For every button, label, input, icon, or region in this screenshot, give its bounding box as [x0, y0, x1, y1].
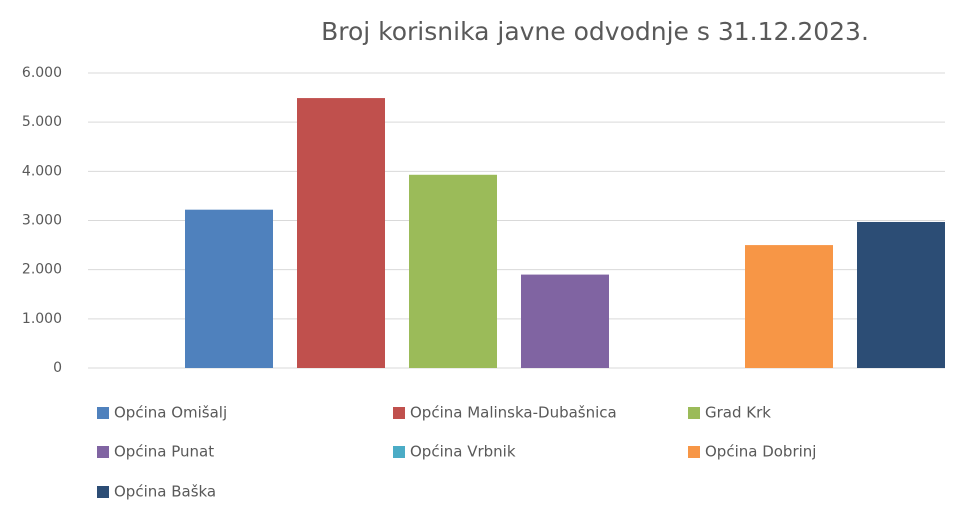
- chart-title: Broj korisnika javne odvodnje s 31.12.20…: [321, 17, 869, 46]
- legend-swatch: [393, 407, 405, 419]
- bar: [297, 98, 385, 368]
- y-tick-label: 1.000: [22, 311, 62, 327]
- bar: [521, 274, 609, 368]
- bar: [745, 245, 833, 368]
- legend-swatch: [688, 446, 700, 458]
- legend-label: Grad Krk: [705, 404, 771, 422]
- y-tick-label: 3.000: [22, 213, 62, 229]
- y-tick-label: 5.000: [22, 114, 62, 130]
- legend-label: Općina Omišalj: [114, 404, 227, 422]
- bar: [857, 221, 945, 368]
- bar: [409, 174, 497, 368]
- bar: [185, 209, 273, 368]
- legend-label: Općina Dobrinj: [705, 443, 816, 461]
- legend-label: Općina Punat: [114, 443, 214, 461]
- legend-label: Općina Malinska-Dubašnica: [410, 404, 617, 422]
- y-tick-label: 4.000: [22, 163, 62, 179]
- legend-swatch: [688, 407, 700, 419]
- legend-swatch: [97, 446, 109, 458]
- y-tick-label: 6.000: [22, 65, 62, 81]
- y-tick-label: 2.000: [22, 262, 62, 278]
- y-tick-label: 0: [53, 360, 62, 376]
- legend-label: Općina Vrbnik: [410, 443, 516, 461]
- legend-swatch: [97, 486, 109, 498]
- legend-label: Općina Baška: [114, 483, 216, 501]
- legend-swatch: [393, 446, 405, 458]
- legend-swatch: [97, 407, 109, 419]
